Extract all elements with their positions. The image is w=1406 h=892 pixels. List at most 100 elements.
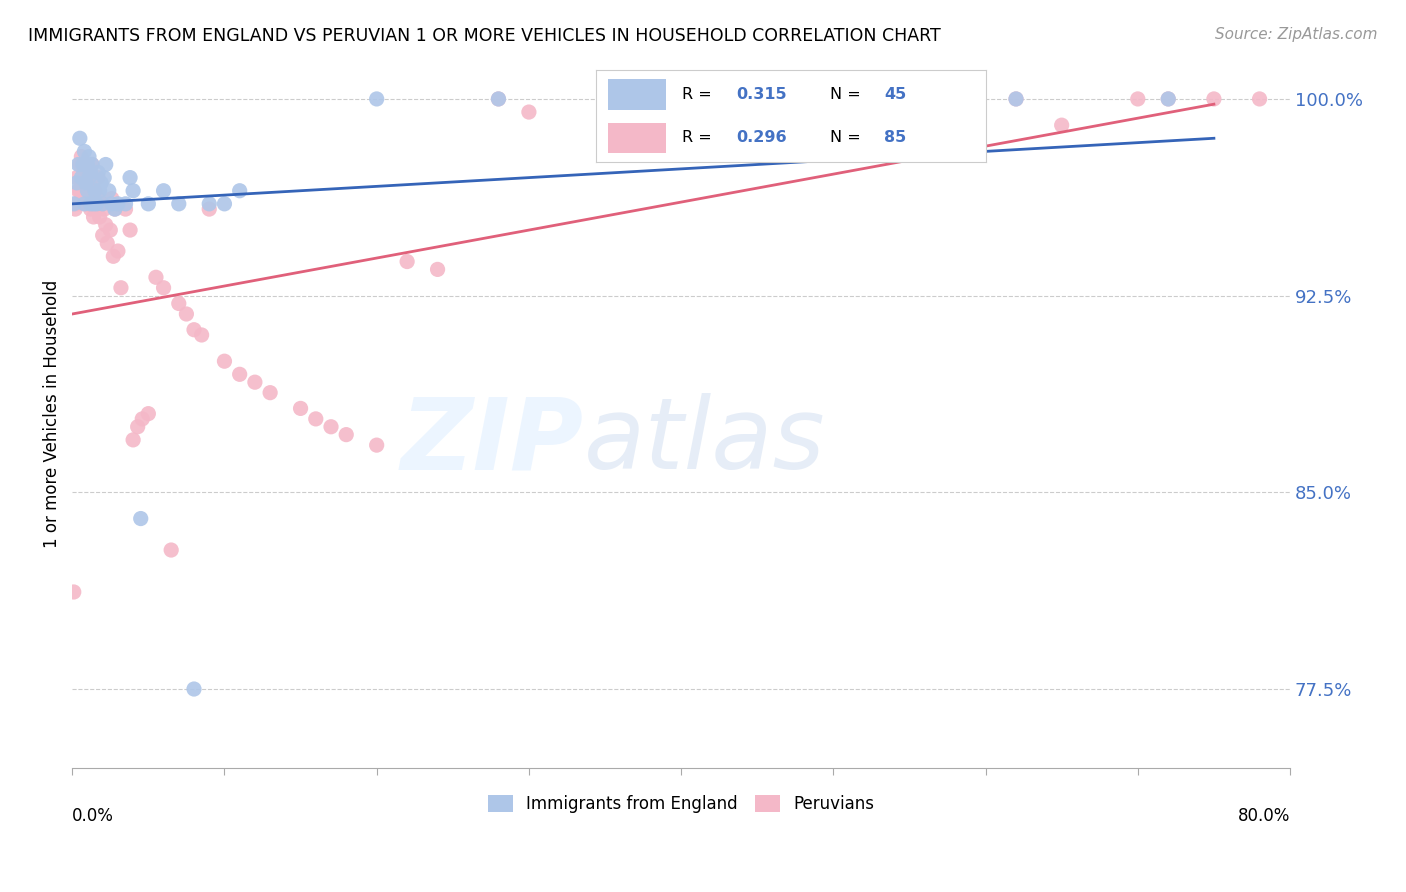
Text: Source: ZipAtlas.com: Source: ZipAtlas.com: [1215, 27, 1378, 42]
Point: [84, 197, 107, 211]
Point: [75, 170, 97, 185]
Point: [152, 184, 174, 198]
Point: [214, 354, 236, 368]
Point: [91, 197, 114, 211]
Point: [640, 92, 662, 106]
Point: [129, 511, 152, 525]
Point: [80, 157, 103, 171]
Point: [77, 170, 100, 185]
Point: [89, 210, 111, 224]
Point: [716, 92, 738, 106]
Point: [127, 419, 149, 434]
Point: [75, 176, 97, 190]
Point: [898, 112, 921, 127]
Point: [67, 184, 90, 198]
Point: [1249, 92, 1271, 106]
Point: [70, 170, 93, 185]
Point: [131, 412, 153, 426]
Point: [243, 375, 266, 389]
Text: 80.0%: 80.0%: [1237, 806, 1291, 824]
Point: [77, 197, 100, 211]
Point: [66, 176, 89, 190]
Point: [138, 197, 160, 211]
Point: [107, 197, 129, 211]
Point: [76, 184, 98, 198]
Point: [84, 184, 107, 198]
Point: [183, 681, 205, 696]
Point: [94, 157, 117, 171]
Point: [1050, 118, 1073, 132]
Point: [104, 202, 127, 216]
Point: [73, 145, 96, 159]
Point: [70, 176, 93, 190]
Point: [70, 150, 93, 164]
Point: [87, 192, 110, 206]
Point: [93, 170, 115, 185]
Point: [228, 184, 250, 198]
Point: [69, 157, 91, 171]
Point: [259, 385, 281, 400]
Point: [114, 197, 136, 211]
Point: [90, 197, 112, 211]
Point: [98, 223, 121, 237]
Point: [83, 197, 105, 211]
Point: [319, 419, 342, 434]
Point: [80, 157, 103, 171]
Point: [104, 202, 127, 216]
Point: [90, 176, 112, 190]
Y-axis label: 1 or more Vehicles in Household: 1 or more Vehicles in Household: [44, 279, 60, 548]
Point: [79, 184, 101, 198]
Point: [66, 170, 89, 185]
Point: [823, 92, 845, 106]
Point: [190, 328, 212, 343]
Point: [366, 438, 388, 452]
Point: [96, 236, 118, 251]
Text: atlas: atlas: [583, 393, 825, 491]
Point: [86, 197, 108, 211]
Point: [69, 131, 91, 145]
Point: [1202, 92, 1225, 106]
Point: [89, 184, 111, 198]
Point: [67, 157, 90, 171]
Point: [426, 262, 449, 277]
Point: [138, 407, 160, 421]
Point: [66, 197, 89, 211]
Point: [86, 197, 108, 211]
Point: [396, 254, 419, 268]
Point: [593, 112, 616, 127]
Point: [114, 202, 136, 216]
Point: [776, 97, 799, 112]
Point: [669, 92, 692, 106]
Point: [488, 92, 510, 106]
Point: [77, 176, 100, 190]
Point: [335, 427, 357, 442]
Point: [1294, 92, 1316, 106]
Point: [72, 170, 94, 185]
Point: [73, 184, 96, 198]
Point: [152, 281, 174, 295]
Legend: Immigrants from England, Peruvians: Immigrants from England, Peruvians: [481, 788, 880, 820]
Point: [72, 157, 94, 171]
Point: [1355, 92, 1378, 106]
Point: [167, 197, 190, 211]
Point: [75, 197, 97, 211]
Point: [228, 368, 250, 382]
Point: [69, 184, 91, 198]
Point: [1385, 92, 1406, 106]
Point: [1157, 92, 1180, 106]
Point: [72, 157, 94, 171]
Point: [1157, 92, 1180, 106]
Point: [517, 105, 540, 120]
Point: [366, 92, 388, 106]
Point: [214, 197, 236, 211]
Point: [93, 202, 115, 216]
Point: [79, 202, 101, 216]
Text: ZIP: ZIP: [401, 393, 583, 491]
Point: [73, 197, 96, 211]
Point: [101, 192, 124, 206]
Point: [290, 401, 312, 416]
Point: [110, 281, 132, 295]
Point: [97, 184, 120, 198]
Point: [640, 92, 662, 106]
Point: [488, 92, 510, 106]
